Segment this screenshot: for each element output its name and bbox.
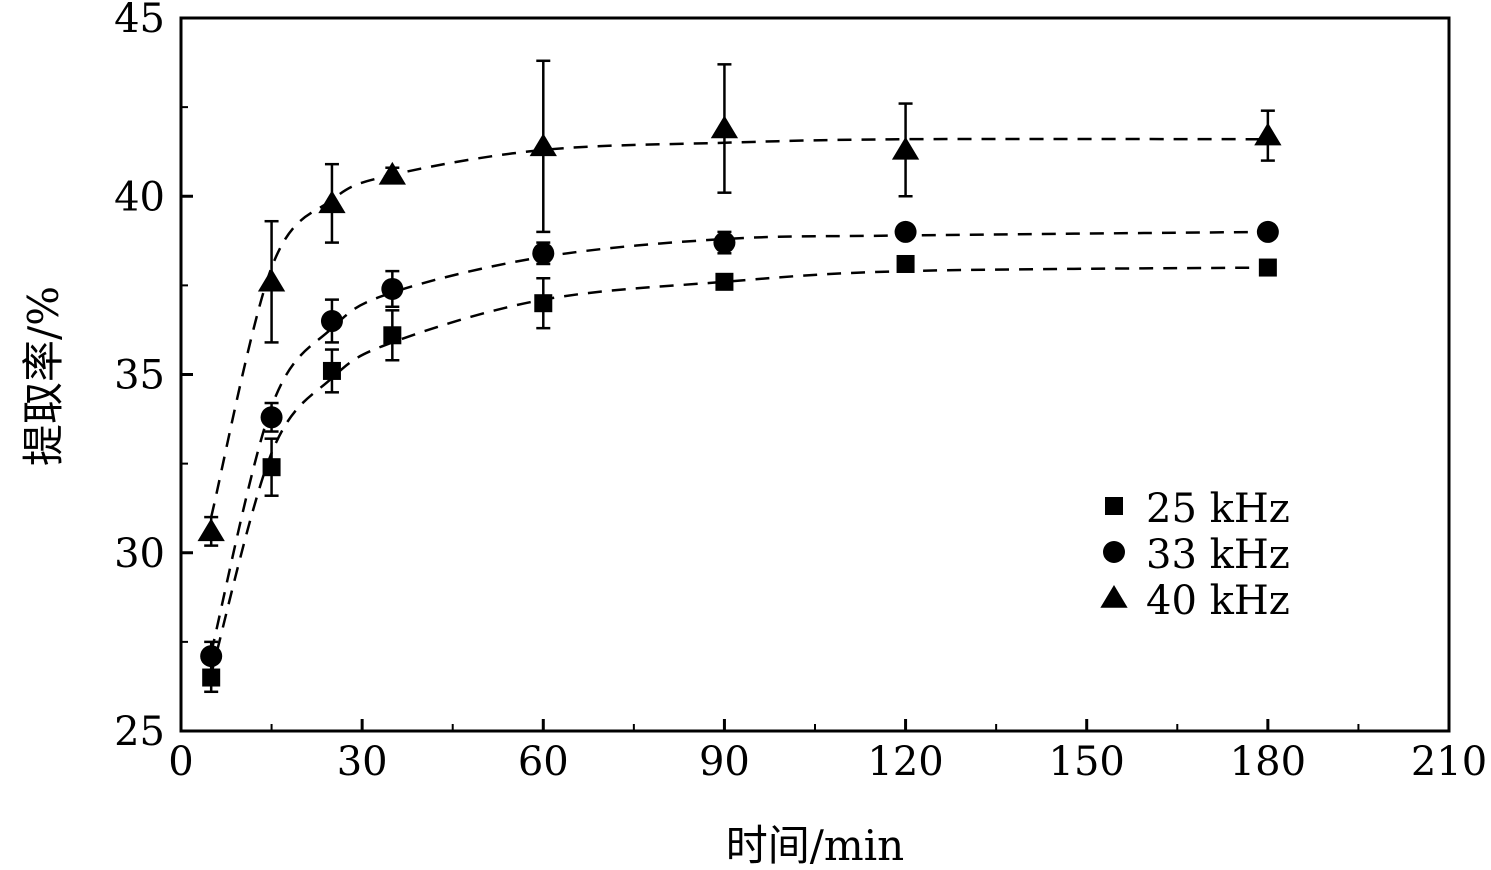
legend-marker (1103, 541, 1125, 563)
y-tick-label: 35 (114, 353, 165, 399)
x-tick-label: 30 (337, 739, 388, 785)
y-tick-label: 40 (114, 174, 165, 220)
x-tick-label: 60 (518, 739, 569, 785)
data-point (715, 272, 734, 291)
data-point (202, 668, 221, 687)
data-point (383, 326, 402, 345)
data-markers (197, 115, 1282, 687)
data-point (378, 161, 406, 185)
data-point (534, 294, 553, 313)
x-tick-label: 90 (699, 739, 750, 785)
data-point (891, 136, 920, 160)
data-point (200, 645, 223, 668)
data-point (197, 518, 225, 542)
x-tick-label: 210 (1411, 739, 1487, 785)
data-point (529, 133, 557, 157)
x-axis-label: 时间/min (726, 821, 904, 870)
data-point (1256, 220, 1279, 243)
y-tick-label: 25 (114, 709, 165, 755)
data-point (896, 254, 915, 273)
data-point (713, 231, 736, 254)
data-point (1254, 122, 1282, 146)
plot-frame (179, 16, 1451, 733)
fit-curve (209, 137, 1268, 518)
data-point (1258, 258, 1277, 277)
data-point (894, 220, 917, 243)
data-point (318, 190, 346, 214)
fit-curve (209, 266, 1268, 675)
legend-label: 33 kHz (1146, 532, 1290, 578)
data-point (532, 242, 555, 265)
x-tick-label: 180 (1230, 739, 1306, 785)
data-point (260, 406, 283, 429)
data-point (381, 277, 404, 300)
y-tick-label: 45 (114, 0, 165, 42)
data-point (262, 458, 281, 477)
legend-marker (1105, 497, 1123, 515)
fit-curve (209, 230, 1268, 653)
data-point (257, 268, 286, 292)
legend-marker (1100, 585, 1128, 608)
axes (179, 16, 1451, 733)
data-point (320, 310, 343, 333)
data-point (710, 115, 739, 139)
y-tick-label: 30 (114, 531, 165, 577)
data-point (322, 361, 341, 380)
axis-ticks: 0 30 60 90 120 150 180 210 25 30 35 40 45 (114, 0, 1487, 785)
x-tick-label: 0 (168, 739, 193, 785)
legend-label: 40 kHz (1146, 578, 1290, 624)
x-tick-label: 150 (1049, 739, 1125, 785)
y-axis-label: 提取率/% (19, 286, 68, 466)
legend-label: 25 kHz (1146, 486, 1290, 532)
x-tick-label: 120 (867, 739, 943, 785)
